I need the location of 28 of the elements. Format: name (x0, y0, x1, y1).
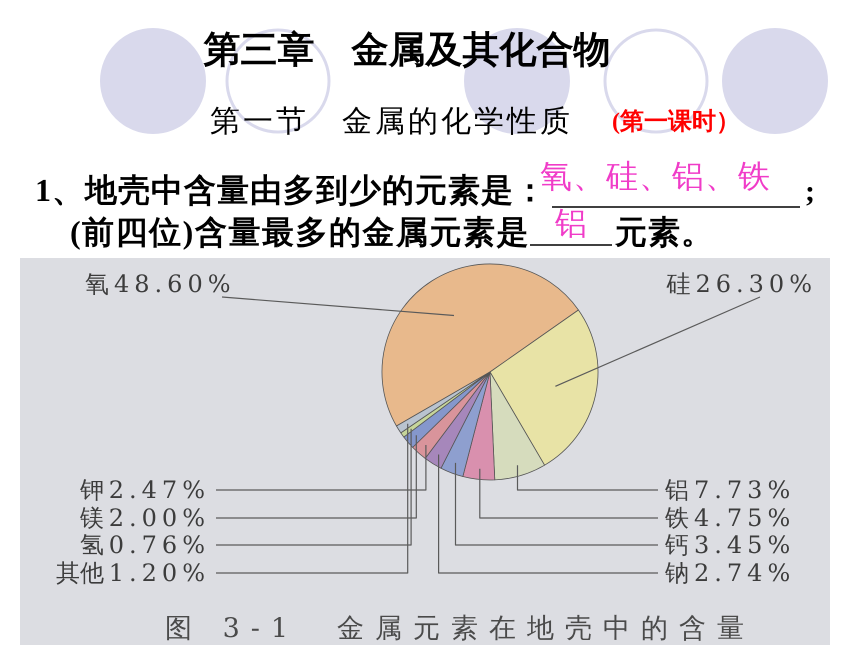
caption: 图 3-1 金属元素在地壳中的含量 (165, 613, 756, 644)
slice-label: 钙 (664, 531, 689, 559)
slice-label: 氧 (85, 270, 109, 298)
data-label: 48.60% (114, 270, 236, 298)
data-label: 26.30% (695, 270, 817, 298)
data-label: 2.74% (694, 559, 796, 587)
text: (第一课时） (612, 108, 740, 135)
slice-label: 铁 (664, 504, 689, 532)
text: ; (805, 175, 815, 208)
slice-label: 其他 (56, 559, 104, 587)
text: 元素。 (614, 214, 714, 250)
data-label: 1.20% (108, 559, 210, 587)
data-label: 0.76% (108, 531, 210, 559)
slice-label: 钠 (664, 559, 689, 587)
slice-label: 铝 (664, 476, 689, 504)
chart-subtitle: 第一节 金属的化学性质 (210, 105, 573, 138)
text: (前四位)含量最多的金属元素是 (70, 214, 530, 250)
data-label: 4.75% (694, 504, 796, 532)
data-label: 2.00% (108, 504, 210, 532)
slice-label: 镁 (78, 504, 104, 532)
slice-label: 氢 (80, 531, 104, 559)
data-label: 7.73% (694, 476, 796, 504)
slice-label: 钾 (78, 476, 104, 504)
data-label: 2.47% (108, 476, 210, 504)
data-label: 3.45% (694, 531, 796, 559)
chart-title: 第三章 金属及其化合物 (202, 29, 610, 71)
text: 铝 (554, 205, 587, 241)
slice-label: 硅 (665, 270, 690, 298)
